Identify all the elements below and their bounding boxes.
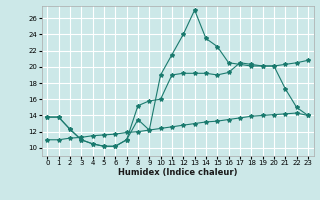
X-axis label: Humidex (Indice chaleur): Humidex (Indice chaleur) <box>118 168 237 177</box>
